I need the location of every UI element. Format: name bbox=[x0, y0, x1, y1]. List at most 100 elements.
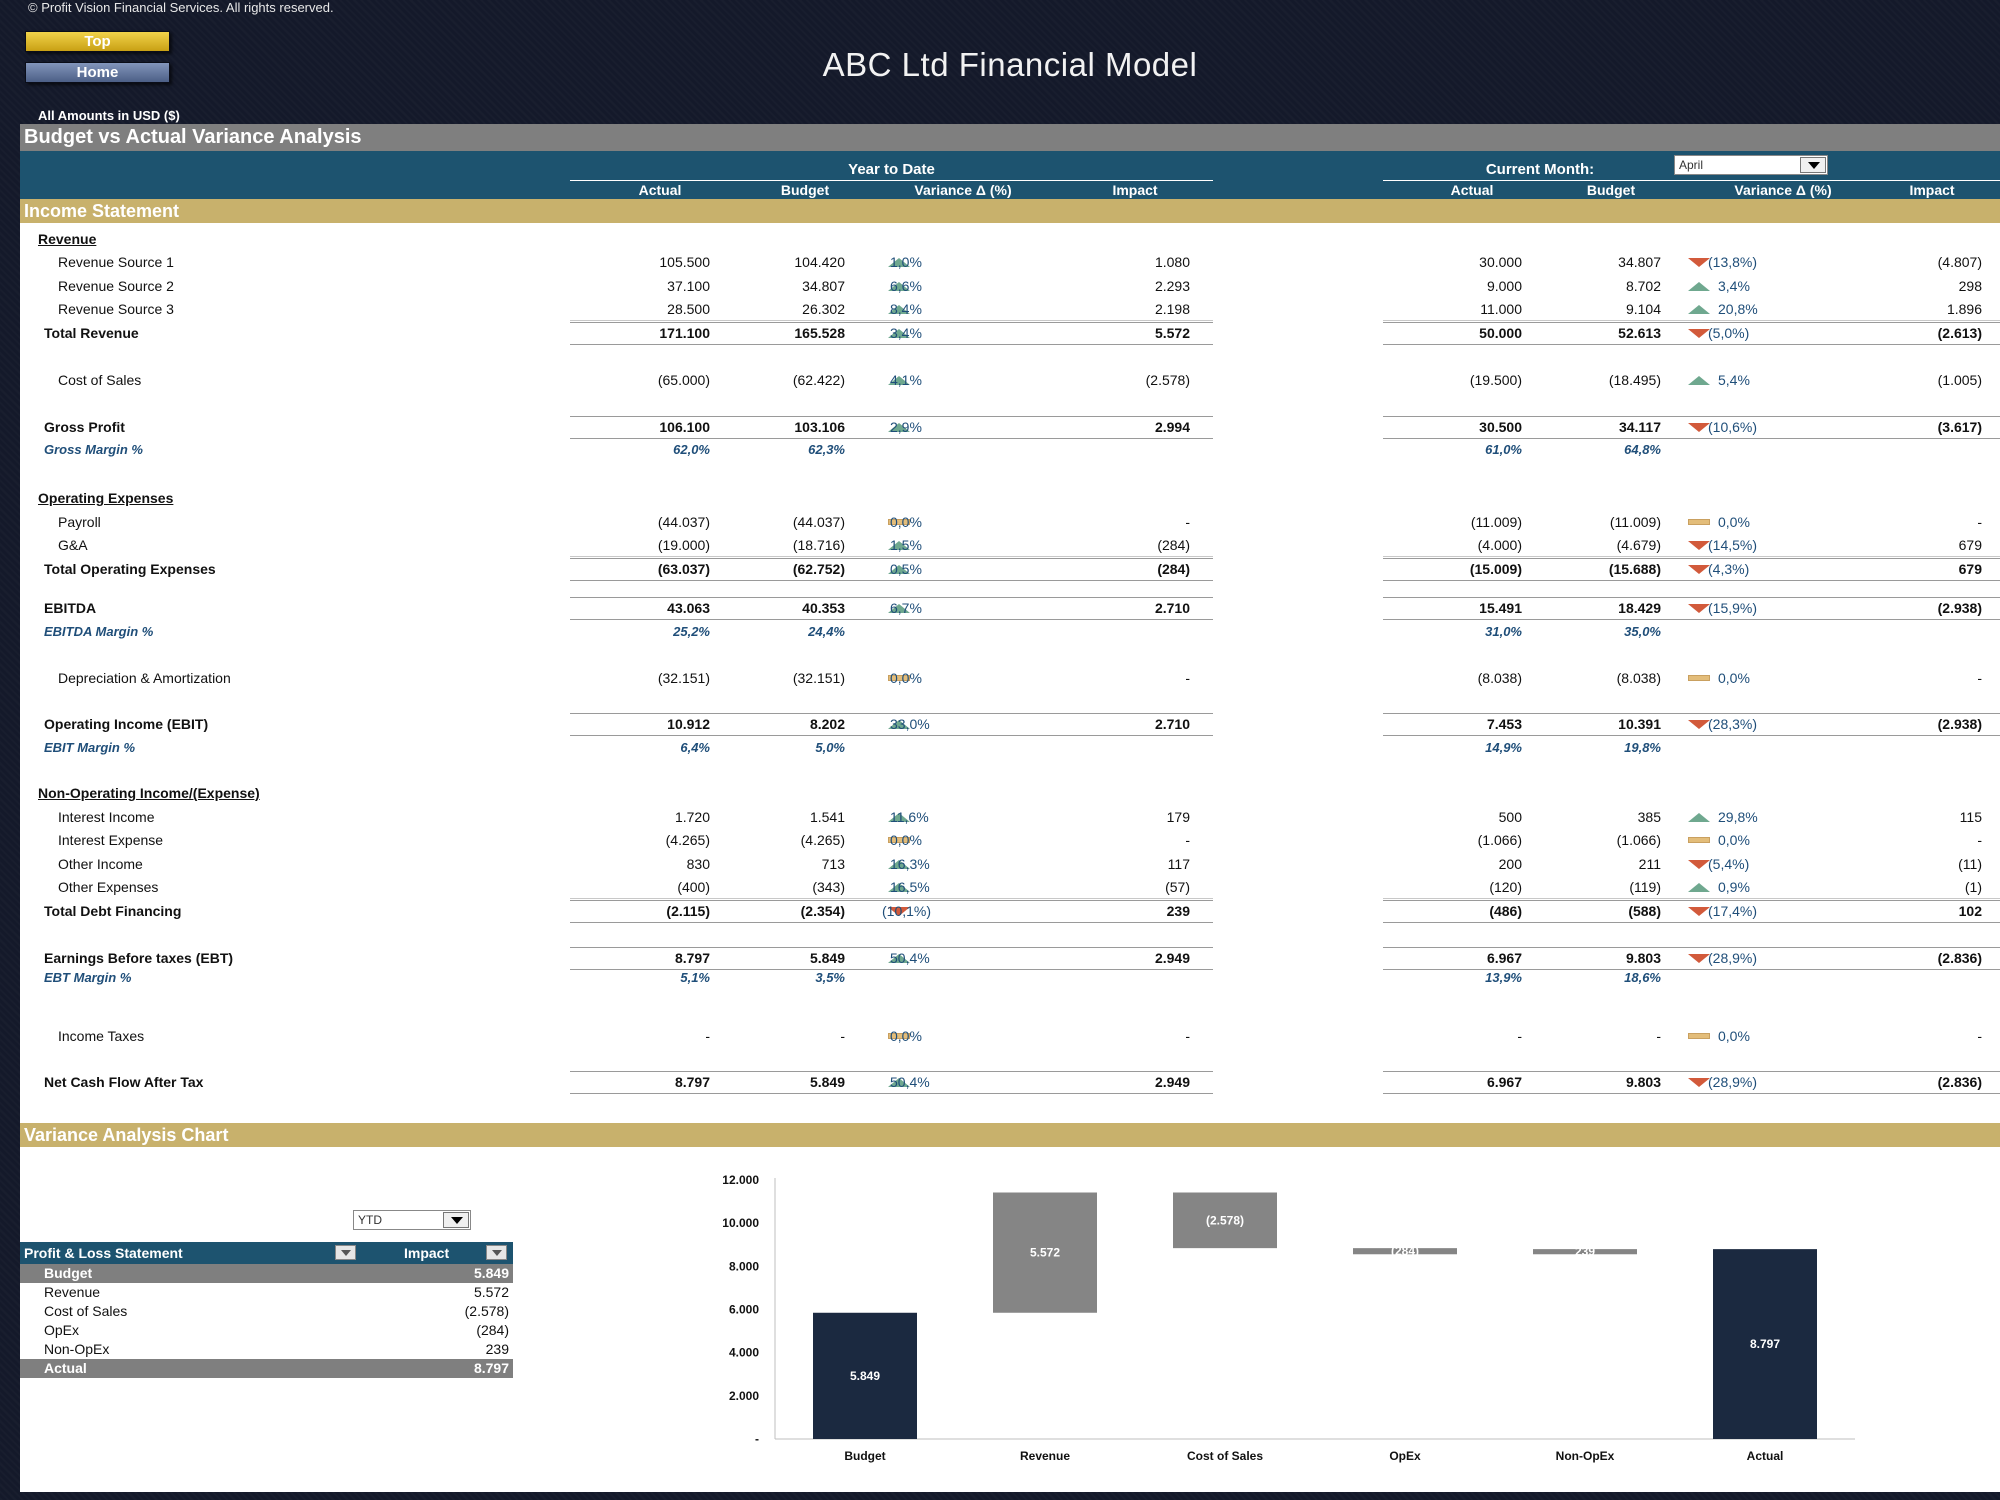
pl-row-value: 239 bbox=[485, 1341, 509, 1357]
arrow-up-icon bbox=[888, 1078, 910, 1087]
statement-row: Income Taxes - - - - 0,0% - 0,0% - bbox=[20, 1026, 2000, 1048]
row-underline bbox=[570, 922, 1213, 923]
pl-table-row: Non-OpEx 239 bbox=[20, 1340, 513, 1359]
triangle-down-icon bbox=[1688, 604, 1710, 613]
cm-budget-value: (588) bbox=[1628, 903, 1661, 919]
row-separator bbox=[570, 900, 1213, 901]
cm-budget-value: 9.803 bbox=[1625, 1074, 1661, 1090]
dash-icon bbox=[1688, 519, 1710, 525]
ytd-budget-value: (18.716) bbox=[792, 537, 845, 553]
cm-budget-value: 35,0% bbox=[1624, 624, 1661, 639]
app-title: ABC Ltd Financial Model bbox=[822, 46, 1198, 83]
cm-budget-value: (8.038) bbox=[1616, 670, 1661, 686]
cm-impact-value: (1) bbox=[1964, 879, 1982, 895]
ytd-actual-value: (2.115) bbox=[666, 903, 710, 919]
ytd-impact-value: 5.572 bbox=[1154, 325, 1190, 341]
home-button[interactable]: Home bbox=[25, 62, 170, 83]
row-label: Cost of Sales bbox=[58, 372, 142, 388]
row-underline bbox=[570, 1093, 1213, 1094]
row-underline bbox=[570, 438, 1213, 439]
ytd-budget-value: (4.265) bbox=[800, 832, 845, 848]
ytd-variance-value: 4,1% bbox=[890, 372, 922, 388]
statement-row: Net Cash Flow After Tax 8.797 5.849 6.967 9.… bbox=[20, 1072, 2000, 1094]
arrow-up-icon bbox=[888, 258, 910, 267]
chevron-down-icon[interactable] bbox=[1800, 157, 1826, 173]
statement-row: Other Income 830 713 200 211 16,3% 117 (5,4%) (1… bbox=[20, 854, 2000, 876]
month-dropdown[interactable]: April bbox=[1674, 155, 1828, 175]
statement-row: Revenue Source 1 105.500 104.420 30.000 34.8… bbox=[20, 252, 2000, 274]
cm-impact-value: (2.938) bbox=[1937, 716, 1982, 732]
cm-impact-value: (2.836) bbox=[1937, 1074, 1982, 1090]
arrow-up-icon bbox=[888, 305, 910, 314]
ytd-budget-value: 3,5% bbox=[815, 970, 845, 985]
filter-dropdown-icon[interactable] bbox=[486, 1245, 507, 1260]
section-heading: Revenue bbox=[38, 231, 97, 247]
column-header-band: Year to Date Current Month: April Actual… bbox=[20, 151, 2000, 199]
triangle-up-icon bbox=[888, 282, 910, 291]
triangle-up-icon bbox=[888, 258, 910, 267]
ytd-actual-value: 25,2% bbox=[673, 624, 710, 639]
arrow-down-icon bbox=[1688, 907, 1710, 916]
statement-row: Gross Margin % 62,0% 62,3% 61,0% 64,8% bbox=[20, 440, 2000, 462]
row-separator bbox=[1383, 597, 2000, 598]
cm-col-variance: Variance Δ (%) bbox=[1734, 182, 1832, 198]
period-dropdown[interactable]: YTD bbox=[353, 1210, 471, 1230]
ytd-actual-value: (65.000) bbox=[657, 372, 710, 388]
chevron-down-icon[interactable] bbox=[443, 1212, 469, 1228]
ytd-budget-value: (32.151) bbox=[792, 670, 845, 686]
cm-variance-value: (17,4%) bbox=[1708, 903, 1758, 919]
cm-budget-value: 385 bbox=[1637, 809, 1661, 825]
ytd-variance-value: 6,7% bbox=[890, 600, 922, 616]
cm-budget-value: (4.679) bbox=[1616, 537, 1661, 553]
statement-row: Payroll (44.037) (44.037) (11.009) (11.009) 0… bbox=[20, 512, 2000, 534]
arrow-down-icon bbox=[1688, 720, 1710, 729]
dash-icon bbox=[888, 519, 910, 525]
triangle-up-icon bbox=[888, 541, 910, 550]
row-separator bbox=[570, 558, 1213, 559]
cm-variance-value: 0,9% bbox=[1718, 879, 1750, 895]
row-label: EBITDA Margin % bbox=[44, 624, 154, 639]
pl-col-statement: Profit & Loss Statement bbox=[24, 1245, 183, 1261]
pl-row-name: Non-OpEx bbox=[44, 1341, 110, 1357]
ytd-budget-value: 26.302 bbox=[802, 301, 845, 317]
triangle-up-icon bbox=[888, 1078, 910, 1087]
ytd-variance-value: 1,5% bbox=[890, 537, 922, 553]
row-separator bbox=[1383, 900, 2000, 901]
statement-row: EBITDA 43.063 40.353 15.491 18.429 6,7% 2.710 (… bbox=[20, 598, 2000, 620]
row-underline bbox=[1383, 438, 2000, 439]
ytd-impact-value: - bbox=[1185, 670, 1190, 686]
cm-budget-value: (18.495) bbox=[1608, 372, 1661, 388]
cm-budget-value: 18.429 bbox=[1618, 600, 1661, 616]
row-label: Total Operating Expenses bbox=[44, 561, 216, 577]
ytd-impact-value: 2.710 bbox=[1154, 716, 1190, 732]
row-separator bbox=[570, 713, 1213, 714]
pl-row-name: Budget bbox=[44, 1265, 93, 1281]
statement-row: Gross Profit 106.100 103.106 30.500 34.117 2,… bbox=[20, 417, 2000, 439]
top-button[interactable]: Top bbox=[25, 31, 170, 52]
section-title: Budget vs Actual Variance Analysis bbox=[20, 124, 2000, 151]
ytd-impact-value: 179 bbox=[1166, 809, 1190, 825]
ytd-actual-value: 8.797 bbox=[674, 1074, 710, 1090]
filter-dropdown-icon[interactable] bbox=[335, 1245, 356, 1260]
ytd-impact-value: 2.949 bbox=[1154, 1074, 1190, 1090]
ytd-actual-value: 10.912 bbox=[667, 716, 710, 732]
current-month-header: Current Month: bbox=[1485, 161, 1595, 178]
row-label: Revenue Source 2 bbox=[58, 278, 174, 294]
cm-budget-value: 52.613 bbox=[1618, 325, 1661, 341]
arrow-up-icon bbox=[1688, 883, 1710, 892]
cm-impact-value: 115 bbox=[1959, 809, 1982, 825]
copyright-notice: © Profit Vision Financial Services. All … bbox=[28, 0, 334, 15]
cm-impact-value: (4.807) bbox=[1937, 254, 1982, 270]
ytd-impact-value: (284) bbox=[1157, 561, 1190, 577]
row-label: EBITDA bbox=[44, 600, 97, 616]
arrow-down-icon bbox=[1688, 954, 1710, 963]
row-label: EBT Margin % bbox=[44, 970, 132, 985]
pl-row-name: Revenue bbox=[44, 1284, 101, 1300]
ytd-budget-value: (62.752) bbox=[792, 561, 845, 577]
ytd-actual-value: 6,4% bbox=[680, 740, 710, 755]
cm-impact-value: (11) bbox=[1958, 856, 1982, 872]
flat-bar-icon bbox=[1688, 1032, 1710, 1039]
row-label: Income Taxes bbox=[58, 1028, 145, 1044]
row-separator bbox=[1383, 322, 2000, 323]
ytd-budget-value: 103.106 bbox=[794, 419, 845, 435]
